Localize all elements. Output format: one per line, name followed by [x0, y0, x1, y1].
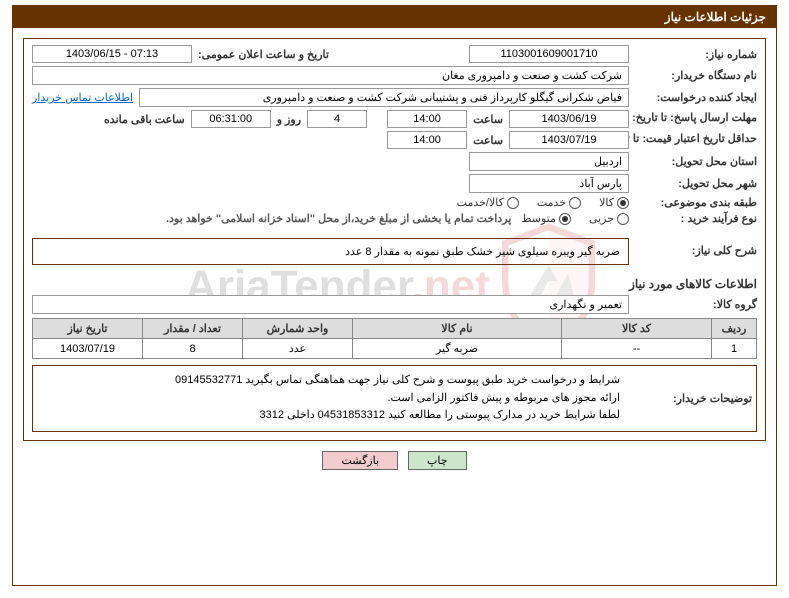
row-creator: ایجاد کننده درخواست: فیاض شکرانی گیگلو ک… — [32, 88, 757, 107]
announce-label: تاریخ و ساعت اعلان عمومی: — [192, 48, 335, 61]
row-city: شهر محل تحویل: پارس آباد — [32, 174, 757, 193]
cell-date: 1403/07/19 — [33, 339, 143, 359]
cell-qty: 8 — [143, 339, 243, 359]
announce-field: 1403/06/15 - 07:13 — [32, 45, 192, 63]
process-note: پرداخت تمام یا بخشی از مبلغ خرید،از محل … — [166, 212, 511, 225]
validity-hour-label: ساعت — [467, 134, 509, 147]
row-subject-class: طبقه بندی موضوعی: کالا خدمت کالا/خدمت — [32, 196, 757, 209]
row-need-summary: شرح کلی نیاز: ضربه گیر ویبره سیلوی شیر خ… — [32, 238, 757, 269]
subject-radio-set: کالا خدمت کالا/خدمت — [457, 196, 629, 209]
need-summary-box: ضربه گیر ویبره سیلوی شیر خشک طبق نمونه ب… — [32, 238, 629, 265]
city-field: پارس آباد — [469, 174, 629, 193]
th-code: کد کالا — [562, 319, 712, 339]
print-button[interactable]: چاپ — [408, 451, 467, 470]
validity-date-field: 1403/07/19 — [509, 131, 629, 149]
creator-label: ایجاد کننده درخواست: — [629, 91, 757, 104]
radio-goods[interactable]: کالا — [599, 196, 629, 209]
process-radio-set: جزیی متوسط — [521, 212, 629, 225]
buyer-contact-link[interactable]: اطلاعات تماس خریدار — [32, 91, 133, 104]
panel-title: جزئیات اطلاعات نیاز — [13, 6, 776, 28]
buyer-notes-label: توضیحات خریدار: — [628, 366, 756, 431]
validity-hour-field: 14:00 — [387, 131, 467, 149]
deadline-hour-field: 14:00 — [387, 110, 467, 128]
radio-dot-goods — [617, 197, 629, 209]
cell-code: -- — [562, 339, 712, 359]
row-province: استان محل تحویل: اردبیل — [32, 152, 757, 171]
group-label: گروه کالا: — [629, 298, 757, 311]
validity-label: حداقل تاریخ اعتبار قیمت: تا تاریخ: — [629, 133, 757, 146]
th-unit: واحد شمارش — [243, 319, 353, 339]
radio-partial[interactable]: جزیی — [589, 212, 629, 225]
buyer-org-field: شرکت کشت و صنعت و دامپروری مغان — [32, 66, 629, 85]
radio-medium[interactable]: متوسط — [521, 212, 571, 225]
days-and-label: روز و — [271, 113, 307, 126]
city-label: شهر محل تحویل: — [629, 177, 757, 190]
row-process: نوع فرآیند خرید : جزیی متوسط پرداخت تمام… — [32, 212, 757, 225]
buyer-notes-body: شرایط و درخواست خرید طبق پیوست و شرح کلی… — [33, 366, 628, 431]
time-remaining-field: 06:31:00 — [191, 110, 271, 128]
table-row: 1--ضربه گیرعدد81403/07/19 — [33, 339, 757, 359]
deadline-hour-label: ساعت — [467, 113, 509, 126]
button-row: چاپ بازگشت — [23, 451, 766, 470]
goods-section-title: اطلاعات کالاهای مورد نیاز — [32, 277, 757, 291]
cell-row: 1 — [712, 339, 757, 359]
buyer-note-line: شرایط و درخواست خرید طبق پیوست و شرح کلی… — [41, 372, 620, 390]
need-number-field: 1103001609001710 — [469, 45, 629, 63]
radio-dot-partial — [617, 213, 629, 225]
creator-field: فیاض شکرانی گیگلو کارپرداز فنی و پشتیبان… — [139, 88, 629, 107]
deadline-label: مهلت ارسال پاسخ: تا تاریخ: — [629, 112, 757, 125]
content-area: AriaTender.net شماره نیاز: 1103001609001… — [13, 28, 776, 583]
group-field: تعمیر و نگهداری — [32, 295, 629, 314]
subject-class-label: طبقه بندی موضوعی: — [629, 196, 757, 209]
outer-frame: جزئیات اطلاعات نیاز AriaTender.net شماره… — [12, 5, 777, 586]
radio-service[interactable]: خدمت — [537, 196, 581, 209]
row-deadline: مهلت ارسال پاسخ: تا تاریخ: 1403/06/19 سا… — [32, 110, 757, 128]
province-field: اردبیل — [469, 152, 629, 171]
back-button[interactable]: بازگشت — [322, 451, 398, 470]
cell-unit: عدد — [243, 339, 353, 359]
buyer-notes-box: توضیحات خریدار: شرایط و درخواست خرید طبق… — [32, 365, 757, 432]
row-buyer-org: نام دستگاه خریدار: شرکت کشت و صنعت و دام… — [32, 66, 757, 85]
radio-dot-medium — [559, 213, 571, 225]
days-remaining-field: 4 — [307, 110, 367, 128]
goods-table: ردیف کد کالا نام کالا واحد شمارش تعداد /… — [32, 318, 757, 359]
th-row: ردیف — [712, 319, 757, 339]
deadline-date-field: 1403/06/19 — [509, 110, 629, 128]
province-label: استان محل تحویل: — [629, 155, 757, 168]
time-remaining-suffix: ساعت باقی مانده — [98, 113, 191, 126]
th-name: نام کالا — [353, 319, 562, 339]
th-date: تاریخ نیاز — [33, 319, 143, 339]
buyer-note-line: لطفا شرایط خرید در مدارک پیوستی را مطالع… — [41, 407, 620, 425]
buyer-note-line: ارائه مجوز های مربوطه و پیش فاکتور الزام… — [41, 390, 620, 408]
process-label: نوع فرآیند خرید : — [629, 212, 757, 225]
need-summary-label: شرح کلی نیاز: — [629, 238, 757, 257]
buyer-org-label: نام دستگاه خریدار: — [629, 69, 757, 82]
row-validity: حداقل تاریخ اعتبار قیمت: تا تاریخ: 1403/… — [32, 131, 757, 149]
radio-both[interactable]: کالا/خدمت — [457, 196, 519, 209]
row-group: گروه کالا: تعمیر و نگهداری — [32, 295, 757, 314]
radio-dot-service — [569, 197, 581, 209]
th-qty: تعداد / مقدار — [143, 319, 243, 339]
cell-name: ضربه گیر — [353, 339, 562, 359]
need-number-label: شماره نیاز: — [629, 48, 757, 61]
row-need-number: شماره نیاز: 1103001609001710 تاریخ و ساع… — [32, 45, 757, 63]
form-frame: شماره نیاز: 1103001609001710 تاریخ و ساع… — [23, 38, 766, 441]
radio-dot-both — [507, 197, 519, 209]
table-header-row: ردیف کد کالا نام کالا واحد شمارش تعداد /… — [33, 319, 757, 339]
